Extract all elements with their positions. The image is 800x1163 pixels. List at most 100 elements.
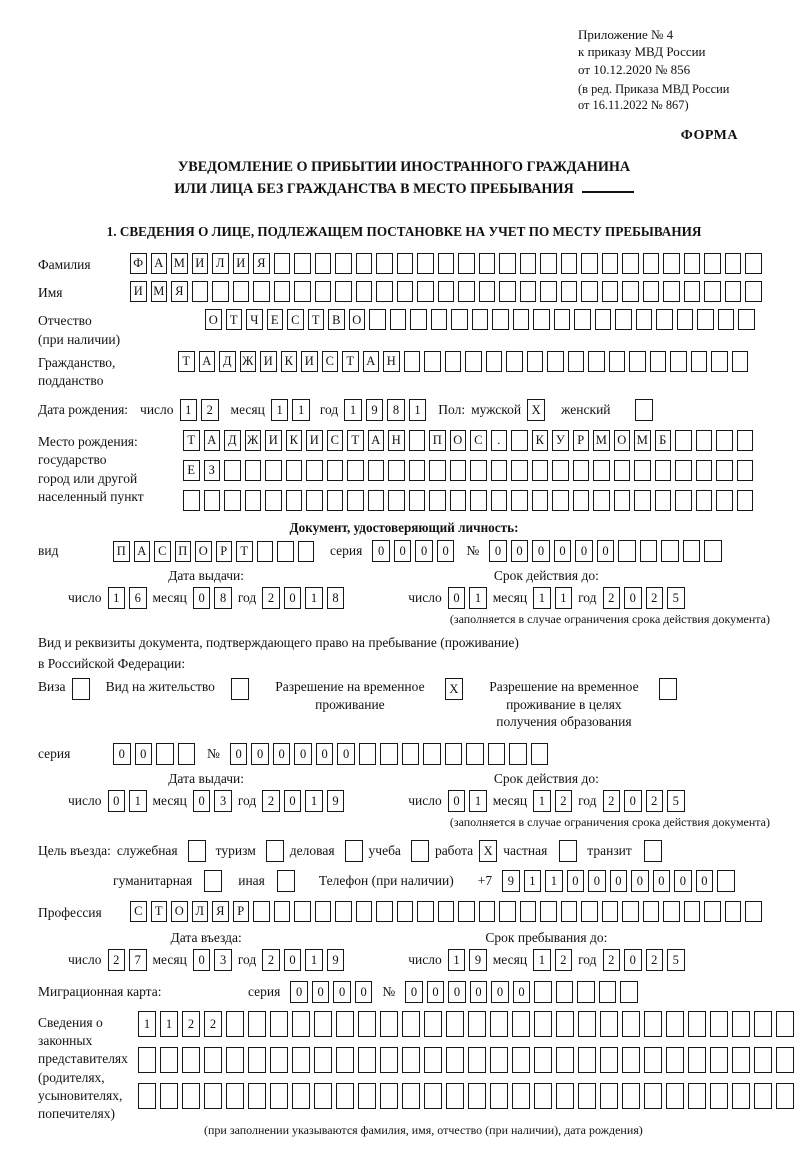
residence-intro-line1: Вид и реквизиты документа, подтверждающе… xyxy=(38,635,519,651)
gender-female-label: женский xyxy=(561,402,611,418)
residence-seriya-label: серия xyxy=(38,745,71,761)
phone-prefix: +7 xyxy=(477,872,493,888)
temp-residence-checkbox: X xyxy=(444,678,463,701)
residence-issue-heading: Дата выдачи: xyxy=(168,770,245,786)
residence-valid-heading: Срок действия до: xyxy=(493,770,599,786)
year-label: год xyxy=(237,590,257,606)
header-line: к приказу МВД России xyxy=(578,44,706,60)
citizenship-label: Гражданство, подданство xyxy=(38,354,116,388)
year-label: год xyxy=(237,792,257,808)
row-birthplace: Место рождения: государство город или др… xyxy=(38,430,770,512)
identity-num-label: № xyxy=(466,543,480,559)
purpose-gumanitarnaya-label: гуманитарная xyxy=(113,872,193,888)
month-label: месяц xyxy=(492,952,528,968)
identity-vid-label: вид xyxy=(38,543,59,559)
forma-label: ФОРМА xyxy=(680,127,738,143)
visa-checkbox xyxy=(71,678,90,701)
purpose-rabota-label: работа xyxy=(434,842,474,858)
birthdate-label: Дата рождения: xyxy=(38,402,129,418)
purpose-sluzhebnaya-checkbox xyxy=(187,839,206,862)
migration-card-label: Миграционная карта: xyxy=(38,984,162,1000)
legal-reps-label: Сведения о законных представителях (роди… xyxy=(38,1015,128,1122)
month-label: месяц xyxy=(152,792,187,808)
purpose-label: Цель въезда: xyxy=(38,842,111,858)
day-label: число xyxy=(408,792,442,808)
residence-options-row: Виза Вид на жительство Разрешение на вре… xyxy=(38,678,770,731)
purpose-sluzhebnaya-label: служебная xyxy=(116,842,178,858)
identity-issue-heading: Дата выдачи: xyxy=(168,568,245,584)
month-label: месяц xyxy=(152,590,187,606)
page-title: УВЕДОМЛЕНИЕ О ПРИБЫТИИ ИНОСТРАННОГО ГРАЖ… xyxy=(38,156,770,200)
month-label: месяц xyxy=(492,792,528,808)
residence-intro-line2: в Российской Федерации: xyxy=(38,656,186,672)
name-label: Имя xyxy=(38,285,63,301)
residence-permit-label: Вид на жительство xyxy=(105,679,215,695)
month-label: месяц xyxy=(230,402,265,418)
row-purpose2: гуманитарная иная Телефон (при наличии) … xyxy=(38,869,770,892)
purpose-chastnaya-checkbox xyxy=(559,839,578,862)
temp-residence-education-label: Разрешение на временное проживание в цел… xyxy=(489,679,639,730)
day-label: число xyxy=(68,590,102,606)
title-line1: УВЕДОМЛЕНИЕ О ПРИБЫТИИ ИНОСТРАННОГО ГРАЖ… xyxy=(177,158,631,175)
temp-residence-education-checkbox xyxy=(658,678,677,701)
month-label: месяц xyxy=(152,952,187,968)
residence-validity-note: (заполняется в случае ограничения срока … xyxy=(449,814,770,829)
purpose-ucheba-label: учеба xyxy=(368,842,401,858)
identity-validity-note: (заполняется в случае ограничения срока … xyxy=(449,612,770,627)
legal-reps-note: (при заполнении указываются фамилия, имя… xyxy=(204,1123,643,1138)
month-label: месяц xyxy=(492,590,528,606)
migration-seriya-label: серия xyxy=(248,984,281,1000)
purpose-delovaya-checkbox xyxy=(344,839,363,862)
title-line2: ИЛИ ЛИЦА БЕЗ ГРАЖДАНСТВА В МЕСТО ПРЕБЫВА… xyxy=(38,178,770,200)
identity-valid-heading: Срок действия до: xyxy=(493,568,599,584)
phone-label: Телефон (при наличии) xyxy=(318,872,454,888)
stay-until-heading: Срок пребывания до: xyxy=(485,930,608,946)
year-label: год xyxy=(578,792,597,808)
entry-date-heading: Дата въезда: xyxy=(170,930,242,946)
residence-option-vid-na-zhitelstvo: Вид на жительство xyxy=(105,678,249,701)
purpose-inaya-checkbox xyxy=(276,869,295,892)
birthplace-row3-cells xyxy=(183,490,753,512)
day-label: число xyxy=(408,590,442,606)
temp-residence-label: Разрешение на временное проживание xyxy=(275,679,425,712)
title-blank-line xyxy=(581,180,634,193)
